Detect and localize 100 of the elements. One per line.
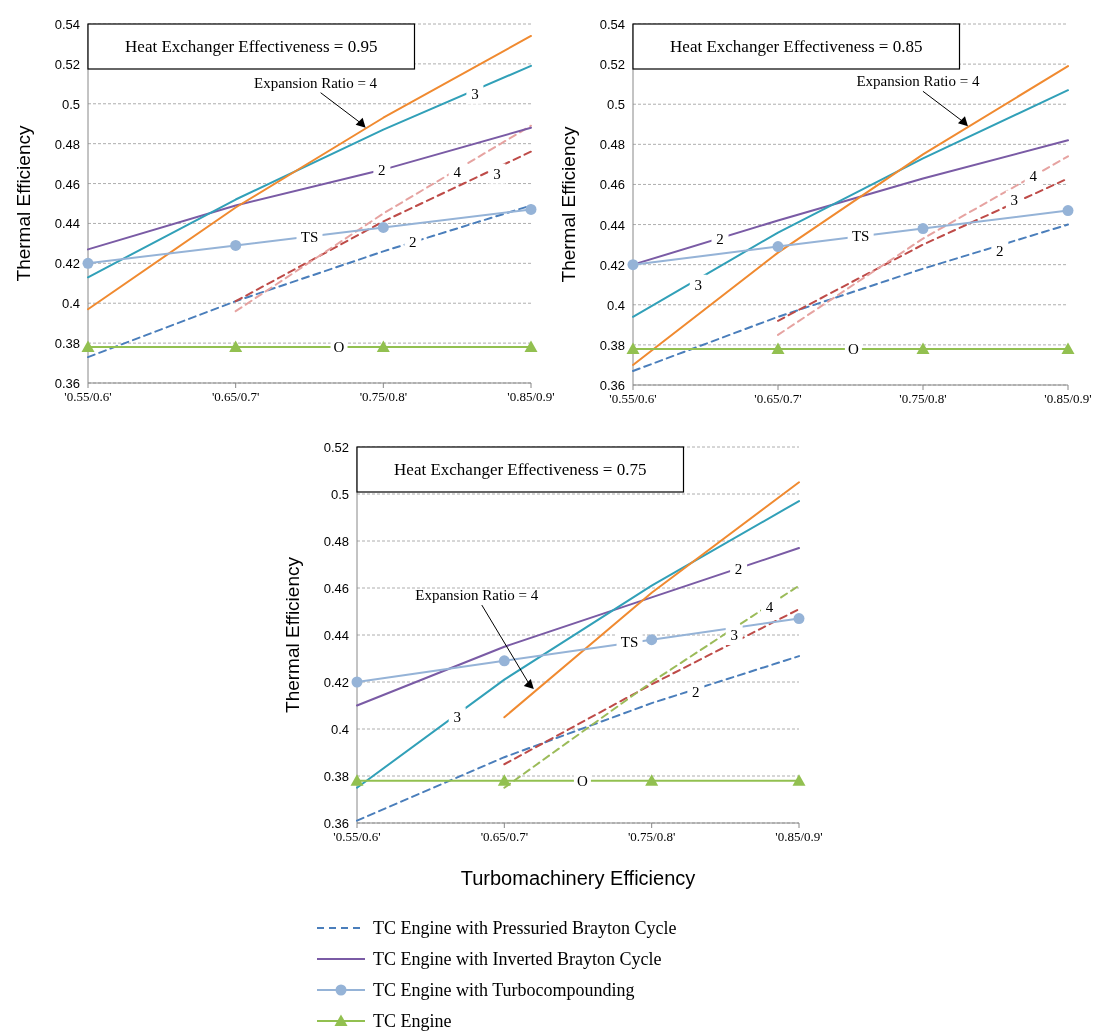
point: [917, 223, 929, 235]
line-series: [87, 126, 532, 251]
point: [376, 340, 390, 353]
legend-label: TC Engine with Inverted Brayton Cycle: [373, 949, 662, 969]
annotation: 2: [409, 234, 417, 251]
x-tick-label: '0.85/0.9': [1044, 391, 1092, 406]
annotation: 4: [1029, 168, 1038, 185]
point: [525, 203, 537, 215]
point: [646, 634, 658, 646]
y-tick-label: 0.4: [330, 722, 349, 737]
annotation: 2: [692, 684, 700, 701]
y-tick-label: 0.52: [323, 440, 349, 455]
point: [524, 340, 538, 353]
y-tick-label: 0.38: [54, 336, 80, 352]
annotation: 2: [996, 242, 1004, 259]
text: Heat Exchanger Effectiveness = 0.95: [125, 37, 378, 56]
y-axis-title: Thermal Efficiency: [558, 126, 579, 283]
y-tick-label: 0.36: [54, 376, 80, 391]
annotation: 2: [378, 161, 386, 178]
point: [1061, 342, 1075, 354]
line-series: [632, 223, 1069, 372]
annotation: 3: [1010, 192, 1019, 209]
y-tick-label: 0.48: [599, 137, 625, 153]
point: [377, 221, 389, 233]
annotation: Expansion Ratio = 4: [254, 74, 378, 91]
y-tick-label: 0.4: [61, 296, 80, 312]
point: [1062, 205, 1074, 217]
x-tick-label: '0.65/0.7': [480, 829, 528, 844]
line-series: [87, 34, 532, 311]
y-axis-title: Thermal Efficiency: [13, 125, 34, 282]
y-tick-label: 0.44: [323, 628, 349, 643]
y-tick-label: 0.46: [599, 177, 625, 193]
annotation: 3: [493, 165, 501, 182]
annotation: 4: [765, 598, 774, 615]
y-tick-label: 0.46: [54, 176, 80, 192]
y-tick-label: 0.42: [599, 257, 625, 273]
annotation: 3: [453, 709, 461, 726]
y-axis-title: Thermal Efficiency: [282, 556, 303, 713]
y-tick-label: 0.52: [54, 56, 80, 72]
y-tick-label: 0.48: [323, 534, 349, 549]
x-tick-label: '0.55/0.6': [609, 391, 657, 406]
point: [498, 655, 510, 667]
y-tick-label: 0.36: [323, 816, 349, 831]
point: [792, 774, 806, 786]
y-tick-label: 0.38: [599, 337, 625, 353]
legend-label: TC Engine with Turbocompounding: [373, 980, 635, 1000]
point: [645, 774, 659, 786]
text: Heat Exchanger Effectiveness = 0.85: [670, 37, 923, 56]
y-tick-label: 0.54: [599, 17, 625, 32]
x-tick-label: '0.75/0.8': [899, 391, 947, 406]
point: [229, 340, 243, 353]
annotation: 3: [471, 85, 479, 102]
line-series: [632, 65, 1069, 366]
point: [627, 259, 639, 271]
x-tick-label: '0.75/0.8': [628, 829, 676, 844]
point: [82, 257, 94, 269]
y-tick-label: 0.38: [323, 769, 349, 784]
y-tick-label: 0.5: [61, 96, 80, 112]
y-tick-label: 0.44: [54, 216, 80, 232]
x-tick-label: '0.85/0.9': [507, 389, 555, 404]
point: [626, 342, 640, 354]
point: [351, 676, 363, 688]
y-tick-label: 0.44: [599, 217, 625, 233]
annotation: 4: [453, 163, 462, 180]
annotation: Expansion Ratio = 4: [856, 73, 980, 90]
line-series: [632, 89, 1069, 318]
y-tick-label: 0.54: [54, 17, 80, 32]
legend-label: TC Engine: [373, 1011, 452, 1031]
point: [793, 613, 805, 625]
x-tick-label: '0.55/0.6': [64, 389, 112, 404]
x-tick-label: '0.65/0.7': [212, 389, 260, 404]
y-tick-label: 0.52: [599, 57, 625, 73]
annotation: 3: [730, 627, 738, 643]
x-tick-label: '0.65/0.7': [754, 391, 802, 406]
y-tick-label: 0.48: [54, 136, 80, 152]
y-tick-label: 0.4: [606, 297, 625, 313]
point: [230, 239, 242, 251]
y-tick-label: 0.5: [606, 97, 625, 113]
annotation: 2: [716, 230, 724, 247]
y-tick-label: 0.46: [323, 581, 349, 596]
line-series: [87, 64, 532, 279]
x-tick-label: '0.55/0.6': [333, 829, 381, 844]
legend-label: TC Engine with Pressuried Brayton Cycle: [373, 918, 677, 938]
point: [350, 774, 364, 786]
point: [771, 342, 785, 354]
y-tick-label: 0.42: [323, 675, 349, 690]
line-series: [356, 547, 800, 707]
y-tick-label: 0.36: [599, 378, 625, 393]
text: Heat Exchanger Effectiveness = 0.75: [394, 460, 647, 479]
y-tick-label: 0.5: [330, 487, 349, 502]
point: [81, 340, 95, 353]
annotation: O: [577, 772, 588, 789]
y-tick-label: 0.42: [54, 256, 80, 272]
x-tick-label: '0.85/0.9': [775, 829, 823, 844]
annotation: 2: [734, 561, 743, 578]
point: [772, 241, 784, 253]
point: [497, 774, 511, 786]
x-tick-label: '0.75/0.8': [359, 389, 407, 404]
annotation: 3: [694, 276, 702, 293]
x-axis-title: Turbomachinery Efficiency: [460, 867, 696, 889]
